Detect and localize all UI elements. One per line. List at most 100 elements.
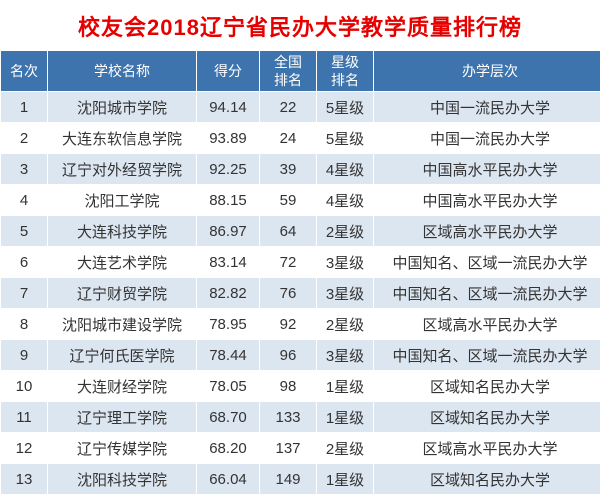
education-level-cell: 区域高水平民办大学 bbox=[373, 432, 600, 464]
national-rank-cell: 133 bbox=[259, 401, 317, 433]
rank-cell: 12 bbox=[0, 432, 48, 464]
rank-cell: 4 bbox=[0, 184, 48, 216]
education-level-cell: 区域知名民办大学 bbox=[373, 401, 600, 433]
star-rating-cell: 2星级 bbox=[316, 308, 374, 340]
education-level-cell: 中国一流民办大学 bbox=[373, 91, 600, 123]
column-header-rank: 名次 bbox=[0, 50, 48, 92]
star-rating-cell: 3星级 bbox=[316, 246, 374, 278]
school-name-cell: 大连科技学院 bbox=[47, 215, 197, 247]
table-row: 10 大连财经学院 78.05 98 1星级 区域知名民办大学 bbox=[0, 370, 600, 402]
star-rating-cell: 1星级 bbox=[316, 401, 374, 433]
rank-cell: 5 bbox=[0, 215, 48, 247]
star-rating-cell: 2星级 bbox=[316, 432, 374, 464]
column-header-school-name: 学校名称 bbox=[47, 50, 197, 92]
education-level-cell: 区域高水平民办大学 bbox=[373, 308, 600, 340]
page-title: 校友会2018辽宁省民办大学教学质量排行榜 bbox=[78, 15, 522, 40]
score-cell: 78.44 bbox=[196, 339, 260, 371]
star-rating-cell: 2星级 bbox=[316, 215, 374, 247]
education-level-cell: 中国高水平民办大学 bbox=[373, 153, 600, 185]
rank-cell: 9 bbox=[0, 339, 48, 371]
rank-cell: 2 bbox=[0, 122, 48, 154]
national-rank-cell: 64 bbox=[259, 215, 317, 247]
star-rating-cell: 3星级 bbox=[316, 339, 374, 371]
school-name-cell: 辽宁财贸学院 bbox=[47, 277, 197, 309]
education-level-cell: 中国一流民办大学 bbox=[373, 122, 600, 154]
school-name-cell: 辽宁对外经贸学院 bbox=[47, 153, 197, 185]
table-row: 2 大连东软信息学院 93.89 24 5星级 中国一流民办大学 bbox=[0, 122, 600, 154]
score-cell: 78.05 bbox=[196, 370, 260, 402]
national-rank-cell: 96 bbox=[259, 339, 317, 371]
score-cell: 68.70 bbox=[196, 401, 260, 433]
national-rank-cell: 137 bbox=[259, 432, 317, 464]
rank-cell: 13 bbox=[0, 463, 48, 495]
rank-cell: 1 bbox=[0, 91, 48, 123]
rank-cell: 10 bbox=[0, 370, 48, 402]
table-row: 8 沈阳城市建设学院 78.95 92 2星级 区域高水平民办大学 bbox=[0, 308, 600, 340]
table-row: 9 辽宁何氏医学院 78.44 96 3星级 中国知名、区域一流民办大学 bbox=[0, 339, 600, 371]
education-level-cell: 区域知名民办大学 bbox=[373, 463, 600, 495]
star-rating-cell: 1星级 bbox=[316, 463, 374, 495]
education-level-cell: 中国知名、区域一流民办大学 bbox=[373, 246, 600, 278]
education-level-cell: 中国高水平民办大学 bbox=[373, 184, 600, 216]
national-rank-cell: 98 bbox=[259, 370, 317, 402]
score-cell: 83.14 bbox=[196, 246, 260, 278]
score-cell: 66.04 bbox=[196, 463, 260, 495]
table-row: 1 沈阳城市学院 94.14 22 5星级 中国一流民办大学 bbox=[0, 91, 600, 123]
national-rank-cell: 76 bbox=[259, 277, 317, 309]
national-rank-cell: 92 bbox=[259, 308, 317, 340]
star-rating-cell: 5星级 bbox=[316, 122, 374, 154]
national-rank-cell: 39 bbox=[259, 153, 317, 185]
school-name-cell: 大连艺术学院 bbox=[47, 246, 197, 278]
education-level-cell: 中国知名、区域一流民办大学 bbox=[373, 339, 600, 371]
column-header-star-rating: 星级 排名 bbox=[316, 50, 374, 92]
national-rank-cell: 72 bbox=[259, 246, 317, 278]
score-cell: 86.97 bbox=[196, 215, 260, 247]
score-cell: 82.82 bbox=[196, 277, 260, 309]
column-header-score: 得分 bbox=[196, 50, 260, 92]
table-row: 13 沈阳科技学院 66.04 149 1星级 区域知名民办大学 bbox=[0, 463, 600, 495]
national-rank-cell: 24 bbox=[259, 122, 317, 154]
star-rating-cell: 5星级 bbox=[316, 91, 374, 123]
education-level-cell: 区域知名民办大学 bbox=[373, 370, 600, 402]
education-level-cell: 中国知名、区域一流民办大学 bbox=[373, 277, 600, 309]
ranking-table: 名次 学校名称 得分 全国 排名 星级 排名 办学层次 1 沈阳城市学院 94.14… bbox=[0, 50, 600, 495]
rank-cell: 7 bbox=[0, 277, 48, 309]
school-name-cell: 辽宁理工学院 bbox=[47, 401, 197, 433]
table-header: 名次 学校名称 得分 全国 排名 星级 排名 办学层次 bbox=[0, 50, 600, 92]
school-name-cell: 沈阳城市建设学院 bbox=[47, 308, 197, 340]
table-row: 5 大连科技学院 86.97 64 2星级 区域高水平民办大学 bbox=[0, 215, 600, 247]
score-cell: 88.15 bbox=[196, 184, 260, 216]
school-name-cell: 沈阳科技学院 bbox=[47, 463, 197, 495]
star-rating-cell: 1星级 bbox=[316, 370, 374, 402]
table-body: 1 沈阳城市学院 94.14 22 5星级 中国一流民办大学 2 大连东软信息学院 93.89 2… bbox=[0, 91, 600, 495]
score-cell: 93.89 bbox=[196, 122, 260, 154]
star-rating-cell: 4星级 bbox=[316, 184, 374, 216]
rank-cell: 11 bbox=[0, 401, 48, 433]
table-row: 4 沈阳工学院 88.15 59 4星级 中国高水平民办大学 bbox=[0, 184, 600, 216]
table-row: 12 辽宁传媒学院 68.20 137 2星级 区域高水平民办大学 bbox=[0, 432, 600, 464]
rank-cell: 3 bbox=[0, 153, 48, 185]
column-header-national-rank: 全国 排名 bbox=[259, 50, 317, 92]
table-row: 11 辽宁理工学院 68.70 133 1星级 区域知名民办大学 bbox=[0, 401, 600, 433]
school-name-cell: 辽宁何氏医学院 bbox=[47, 339, 197, 371]
table-row: 7 辽宁财贸学院 82.82 76 3星级 中国知名、区域一流民办大学 bbox=[0, 277, 600, 309]
national-rank-cell: 59 bbox=[259, 184, 317, 216]
score-cell: 78.95 bbox=[196, 308, 260, 340]
score-cell: 68.20 bbox=[196, 432, 260, 464]
star-rating-cell: 3星级 bbox=[316, 277, 374, 309]
header-row: 名次 学校名称 得分 全国 排名 星级 排名 办学层次 bbox=[0, 50, 600, 92]
table-row: 6 大连艺术学院 83.14 72 3星级 中国知名、区域一流民办大学 bbox=[0, 246, 600, 278]
school-name-cell: 大连财经学院 bbox=[47, 370, 197, 402]
rank-cell: 8 bbox=[0, 308, 48, 340]
star-rating-cell: 4星级 bbox=[316, 153, 374, 185]
column-header-education-level: 办学层次 bbox=[373, 50, 600, 92]
national-rank-cell: 22 bbox=[259, 91, 317, 123]
score-cell: 92.25 bbox=[196, 153, 260, 185]
score-cell: 94.14 bbox=[196, 91, 260, 123]
school-name-cell: 辽宁传媒学院 bbox=[47, 432, 197, 464]
education-level-cell: 区域高水平民办大学 bbox=[373, 215, 600, 247]
school-name-cell: 沈阳工学院 bbox=[47, 184, 197, 216]
rank-cell: 6 bbox=[0, 246, 48, 278]
school-name-cell: 大连东软信息学院 bbox=[47, 122, 197, 154]
